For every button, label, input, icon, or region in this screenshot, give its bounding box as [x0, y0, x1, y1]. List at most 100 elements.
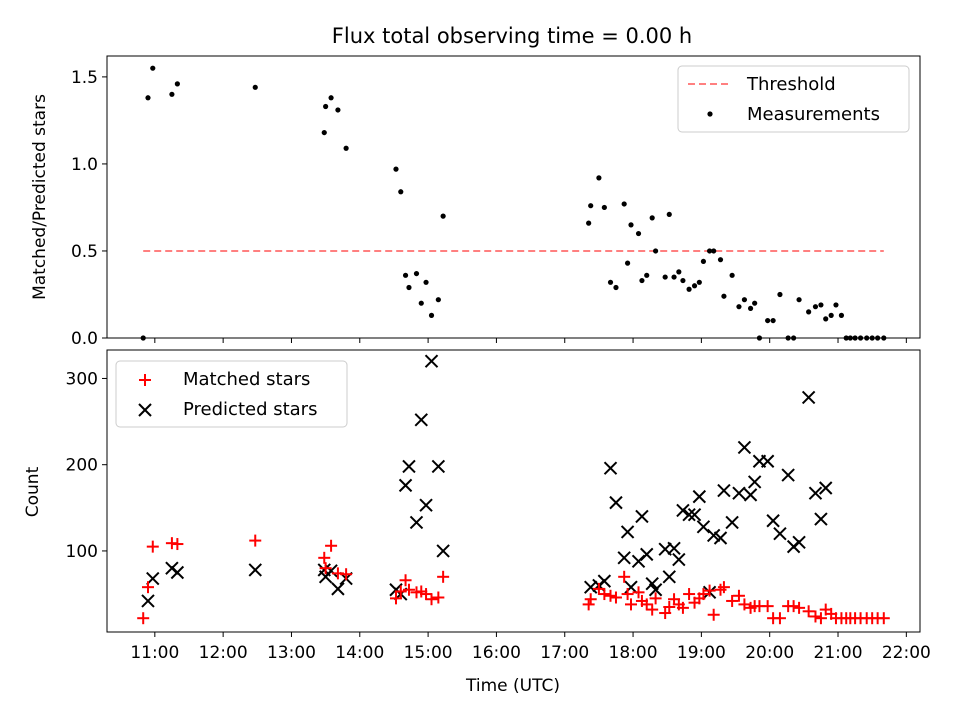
- measurement-point: [765, 317, 771, 324]
- measurement-point: [649, 215, 655, 221]
- predicted-star-point: [431, 459, 446, 474]
- measurement-point: [393, 166, 399, 172]
- predicted-star-point: [609, 495, 623, 510]
- matched-star-point: [432, 591, 445, 604]
- matched-star-point: [171, 538, 184, 551]
- bottom-xtick-label: 17:00: [540, 643, 589, 663]
- measurements-legend-marker: [707, 111, 713, 117]
- predicted-star-point: [640, 547, 654, 562]
- bottom-ytick-label: 200: [66, 456, 98, 476]
- matched-star-point: [420, 588, 433, 601]
- predicted-star-point: [747, 475, 762, 489]
- measurement-point: [343, 145, 349, 151]
- matched-star-point: [249, 534, 262, 547]
- predicted-star-point: [808, 486, 823, 500]
- matched-star-point: [787, 600, 800, 613]
- predicted-star-point: [419, 498, 433, 512]
- predicted-star-point: [713, 531, 728, 545]
- bottom-legend: Matched stars Predicted stars: [115, 360, 348, 428]
- bottom-y-ticks: 100 200 300: [66, 369, 107, 562]
- bottom-x-ticks: 11:00 12:00 13:00 14:00 15:00 16:00 17:00 18:00…: [130, 632, 931, 663]
- matched-star-point: [389, 592, 402, 605]
- matched-star-point: [703, 584, 716, 597]
- predicted-star-point: [583, 580, 598, 594]
- predicted-star-point: [687, 508, 702, 522]
- matched-star-point: [598, 588, 611, 601]
- matched-star-point: [707, 608, 720, 621]
- top-x-ticks: [154, 338, 907, 343]
- predicted-star-point: [597, 574, 612, 588]
- predicted-star-point: [696, 520, 711, 534]
- measurement-point: [423, 279, 429, 285]
- measurement-point: [140, 335, 146, 341]
- measurement-point: [418, 300, 424, 306]
- bottom-legend-box: [115, 360, 348, 428]
- bottom-xtick-label: 22:00: [882, 643, 931, 663]
- matched-star-point: [618, 570, 631, 583]
- predicted-legend-marker: [138, 403, 152, 417]
- matched-star-point: [425, 593, 438, 606]
- measurement-point: [588, 203, 594, 209]
- measurement-point: [752, 300, 758, 306]
- predicted-star-point: [801, 390, 816, 405]
- measurement-point: [721, 293, 727, 299]
- measurement-point: [635, 230, 642, 237]
- measurement-point: [869, 335, 875, 341]
- matched-star-point: [394, 585, 407, 598]
- top-plot-frame: [106, 55, 921, 339]
- measurement-point: [601, 204, 607, 211]
- measurement-point: [847, 335, 853, 341]
- matched-star-point: [738, 598, 751, 611]
- bottom-xtick-label: 11:00: [130, 643, 179, 663]
- matched-star-point: [726, 594, 739, 607]
- predicted-star-point: [760, 454, 775, 468]
- matched-star-point: [592, 582, 605, 595]
- matched-star-point: [319, 562, 332, 575]
- predicted-star-point: [414, 413, 428, 427]
- predicted-star-point: [635, 509, 649, 524]
- predicted-star-point: [706, 528, 721, 543]
- measurement-point: [252, 84, 258, 90]
- top-legend: Threshold Measurements: [677, 65, 910, 133]
- measurement-point: [736, 304, 742, 310]
- predicted-star-point: [662, 570, 676, 584]
- measurement-point: [756, 335, 763, 341]
- matched-star-point: [640, 598, 653, 611]
- measurement-point: [169, 91, 175, 97]
- measurement-point: [747, 305, 754, 312]
- measurement-point: [174, 81, 180, 87]
- predicted-star-point: [737, 440, 752, 455]
- predicted-star-point: [645, 576, 659, 591]
- measurement-point: [838, 312, 845, 318]
- matched-star-point: [340, 568, 353, 581]
- matched-star-point: [609, 591, 622, 604]
- measurement-point: [145, 95, 151, 101]
- measurement-point: [435, 297, 441, 303]
- measurement-point: [729, 272, 735, 278]
- measurement-point: [440, 213, 446, 219]
- predicted-star-point: [170, 565, 185, 580]
- measurement-point: [676, 269, 682, 275]
- predicted-star-point: [648, 583, 663, 597]
- measurement-point: [653, 248, 659, 254]
- measurement-point: [613, 284, 619, 291]
- measurements-legend-label: Measurements: [747, 104, 880, 125]
- bottom-xtick-label: 19:00: [677, 643, 726, 663]
- matched-star-point: [146, 540, 159, 553]
- bottom-plot-frame: [106, 349, 921, 633]
- measurement-point: [700, 258, 707, 265]
- matched-legend-plus: [139, 374, 151, 386]
- bottom-xtick-label: 20:00: [745, 643, 794, 663]
- predicted-star-point: [331, 582, 345, 596]
- measurement-point: [875, 335, 881, 341]
- measurement-point: [686, 286, 692, 292]
- predicted-legend-label: Predicted stars: [183, 399, 317, 420]
- measurement-point: [644, 272, 650, 278]
- matched-star-point: [802, 605, 815, 618]
- predicted-star-point: [436, 544, 450, 558]
- measurement-point: [428, 312, 435, 318]
- measurement-point: [624, 260, 631, 266]
- measurement-point: [666, 211, 672, 218]
- matched-star-point: [646, 603, 659, 616]
- measurement-point: [823, 316, 829, 322]
